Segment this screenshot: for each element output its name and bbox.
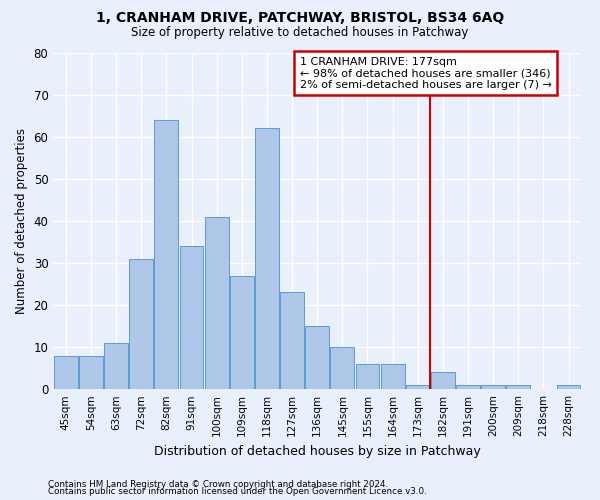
Bar (230, 276, 254, 389)
Bar (179, 246, 203, 389)
Bar (154, 120, 178, 389)
X-axis label: Distribution of detached houses by size in Patchway: Distribution of detached houses by size … (154, 444, 481, 458)
Bar (54, 356, 78, 389)
Bar (331, 347, 354, 389)
Bar (205, 216, 229, 389)
Bar (305, 326, 329, 389)
Text: Size of property relative to detached houses in Patchway: Size of property relative to detached ho… (131, 26, 469, 39)
Bar (557, 385, 580, 389)
Y-axis label: Number of detached properties: Number of detached properties (15, 128, 28, 314)
Bar (79, 356, 103, 389)
Text: 1, CRANHAM DRIVE, PATCHWAY, BRISTOL, BS34 6AQ: 1, CRANHAM DRIVE, PATCHWAY, BRISTOL, BS3… (96, 11, 504, 25)
Text: 1 CRANHAM DRIVE: 177sqm
← 98% of detached houses are smaller (346)
2% of semi-de: 1 CRANHAM DRIVE: 177sqm ← 98% of detache… (299, 56, 551, 90)
Bar (255, 128, 279, 389)
Bar (130, 258, 153, 389)
Text: Contains HM Land Registry data © Crown copyright and database right 2024.: Contains HM Land Registry data © Crown c… (48, 480, 388, 489)
Bar (104, 343, 128, 389)
Bar (356, 364, 379, 389)
Text: Contains public sector information licensed under the Open Government Licence v3: Contains public sector information licen… (48, 487, 427, 496)
Bar (380, 364, 404, 389)
Bar (456, 385, 480, 389)
Bar (481, 385, 505, 389)
Bar (506, 385, 530, 389)
Bar (406, 385, 430, 389)
Bar (280, 292, 304, 389)
Bar (431, 372, 455, 389)
